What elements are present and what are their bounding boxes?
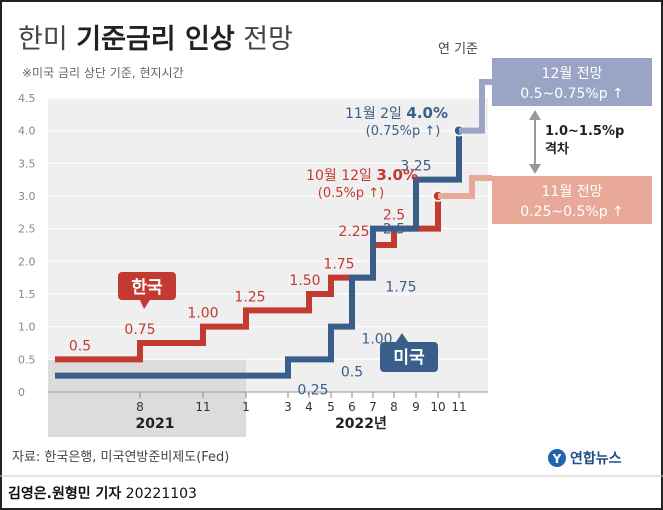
logo-text: 연합뉴스 — [570, 450, 622, 467]
us-forecast-range: 0.5~0.75%p ↑ — [520, 86, 624, 102]
korea-forecast-box — [492, 176, 652, 224]
korea-badge-label: 한국 — [131, 278, 163, 298]
korea-badge-pointer — [140, 300, 150, 309]
y-tick-label: 4.5 — [18, 92, 36, 105]
korea-forecast-connector — [438, 175, 492, 199]
series-us-line — [55, 130, 462, 379]
korea-badge — [118, 272, 176, 300]
korea-value-label: 0.75 — [124, 322, 155, 338]
us-nov-annotation: 11월 2일 4.0% — [345, 104, 448, 122]
us-badge-label: 미국 — [393, 348, 425, 368]
source-note: 자료: 한국은행, 미국연방준비제도(Fed) — [12, 449, 229, 465]
us-value-label: 0.5 — [341, 364, 363, 380]
y-tick-label: 3.5 — [18, 157, 36, 170]
subtitle: ※미국 금리 상단 기준, 현지시간 — [22, 66, 184, 80]
byline: 김영은.원형민 기자 20221103 — [8, 485, 197, 502]
korea-forecast-title: 11월 전망 — [542, 184, 603, 200]
x-tick-label: 6 — [348, 400, 356, 414]
y-tick-label: 0.5 — [18, 353, 36, 366]
korea-oct-change: (0.5%p ↑) — [318, 186, 384, 201]
logo-mark: Y — [552, 452, 562, 466]
us-value-label: 0.25 — [297, 383, 328, 399]
x-tick-label: 4 — [305, 400, 313, 414]
year-label-2022: 2022년 — [335, 416, 387, 432]
gap-value: 1.0~1.5%p — [545, 124, 624, 139]
x-tick-label: 5 — [327, 400, 335, 414]
y-tick-label: 0 — [18, 386, 25, 399]
korea-forecast-range: 0.25~0.5%p ↑ — [520, 204, 624, 220]
korea-value-label: 2.25 — [338, 224, 369, 240]
x-tick-label: 10 — [430, 400, 445, 414]
y-tick-label: 2.0 — [18, 255, 36, 268]
us-forecast-title: 12월 전망 — [542, 66, 603, 82]
gap-label: 격차 — [545, 141, 569, 157]
us-value-label: 2.5 — [383, 222, 405, 238]
x-tick-label: 8 — [390, 400, 398, 414]
page-title: 한미 기준금리 인상 전망 — [18, 24, 293, 55]
korea-value-label: 0.5 — [69, 338, 91, 354]
y-tick-label: 4.0 — [18, 125, 36, 138]
series-korea-line — [55, 196, 441, 363]
gap-arrow-down — [529, 164, 541, 174]
x-tick-label: 9 — [412, 400, 420, 414]
us-nov-change: (0.75%p ↑) — [366, 124, 441, 139]
gap-arrow-up — [529, 110, 541, 120]
korea-value-label: 2.5 — [383, 208, 405, 224]
korea-value-label: 1.75 — [323, 257, 354, 273]
y-tick-label: 3.0 — [18, 190, 36, 203]
x-tick-label: 1 — [242, 400, 250, 414]
x-tick-label: 8 — [136, 400, 144, 414]
x-tick-label: 11 — [195, 400, 210, 414]
us-value-label: 3.25 — [400, 159, 431, 175]
us-value-label: 1.75 — [385, 280, 416, 296]
korea-oct-annotation: 10월 12일 3.0% — [306, 166, 418, 184]
korea-value-label: 1.50 — [289, 273, 320, 289]
us-badge-pointer — [396, 333, 408, 342]
forecast-basis-label: 연 기준 — [438, 42, 478, 57]
year-label-2021: 2021 — [136, 416, 175, 432]
x-tick-label: 11 — [451, 400, 466, 414]
y-tick-label: 1.5 — [18, 288, 36, 301]
y-tick-label: 1.0 — [18, 321, 36, 334]
us-forecast-connector — [459, 79, 492, 134]
us-forecast-box — [492, 58, 652, 106]
us-badge — [380, 342, 438, 372]
korea-value-label: 1.25 — [234, 289, 265, 305]
shade-2021-axis — [48, 392, 246, 437]
korea-value-label: 1.00 — [187, 306, 218, 322]
x-tick-label: 3 — [284, 400, 292, 414]
x-tick-label: 7 — [369, 400, 377, 414]
logo-icon — [548, 449, 566, 467]
y-tick-label: 2.5 — [18, 223, 36, 236]
